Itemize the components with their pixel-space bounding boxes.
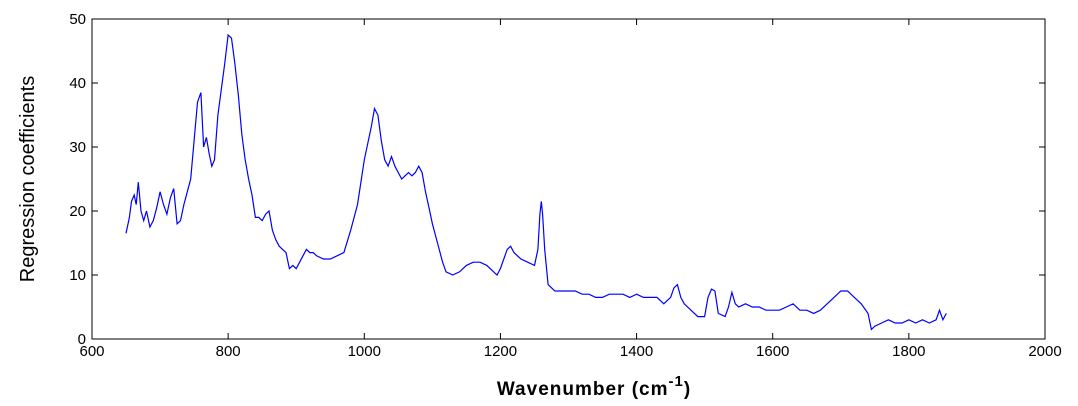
regression-coefficient-line <box>125 33 947 331</box>
tick-labels: 600 800 1000 1200 1400 1600 1800 2000 0 10 20 30 40 5… <box>69 11 1061 360</box>
x-tick-label: 1600 <box>756 343 789 360</box>
y-tick-label: 40 <box>69 75 86 92</box>
x-tick-label: 600 <box>79 343 104 360</box>
y-tick-label: 10 <box>69 267 86 284</box>
y-tick-label: 20 <box>69 203 86 220</box>
y-tick-label: 0 <box>78 331 86 348</box>
axis-ticks <box>91 18 1046 340</box>
x-axis-title: Wavenumber (cm-1) <box>497 373 691 400</box>
x-tick-label: 1200 <box>484 343 517 360</box>
y-tick-label: 50 <box>69 11 86 28</box>
y-axis-title: Regression coefficients <box>17 76 39 282</box>
y-tick-label: 30 <box>69 139 86 156</box>
x-tick-label: 2000 <box>1028 343 1061 360</box>
x-tick-label: 1400 <box>620 343 653 360</box>
x-tick-label: 1800 <box>892 343 925 360</box>
plot-area <box>91 18 1046 340</box>
x-axis-title-superscript: -1 <box>669 373 684 390</box>
x-tick-label: 800 <box>216 343 241 360</box>
x-tick-label: 1000 <box>348 343 381 360</box>
x-axis-title-close: ) <box>684 379 691 400</box>
x-axis-title-main: Wavenumber (cm <box>497 379 669 400</box>
